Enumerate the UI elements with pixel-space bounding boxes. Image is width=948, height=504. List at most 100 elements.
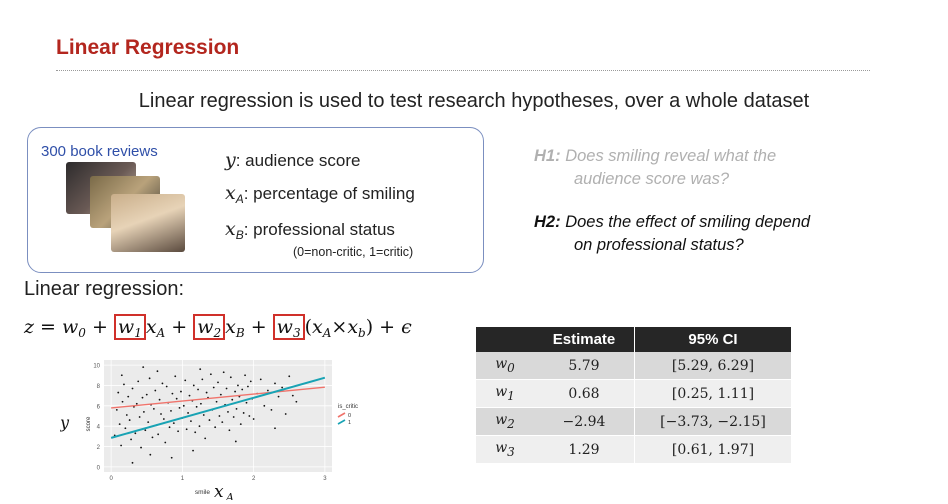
data-point [184,379,187,382]
data-point [221,421,224,424]
eq-xa-sub: A [322,326,332,340]
eq-w0: w [62,316,79,338]
data-point [134,432,137,435]
data-point [274,382,276,385]
title-divider [56,70,870,71]
x-tick-label: 2 [252,476,256,482]
eq-epsilon: ϵ [401,316,412,338]
legend-swatch [337,412,346,418]
data-point [204,437,207,440]
data-point [177,430,179,433]
data-point [142,366,145,369]
variable-symbol: x [225,182,236,204]
variable-symbol: y [225,149,236,171]
data-point [164,441,167,444]
highlight-w2-box: w2 [193,314,226,340]
table-header-row: Estimate 95% CI [476,327,791,352]
data-point [157,433,160,436]
data-point [168,426,171,429]
variable-xb-definition: xB: professional status [225,218,395,242]
data-point [187,412,189,414]
regression-line-0 [111,386,325,409]
data-point [228,429,231,432]
data-point [178,406,181,409]
hypothesis-tag: H2: [534,213,561,231]
eq-xa-sub: A [156,326,166,340]
data-point [118,423,121,426]
data-point [117,391,120,394]
variable-description: : percentage of smiling [243,184,415,203]
x-axis-label: smile [195,489,211,496]
data-point [235,407,238,410]
data-point [175,397,178,400]
data-point [229,376,232,379]
table-row: w0 5.79 [5.29, 6.29] [476,352,791,380]
data-point [143,411,145,413]
data-point [277,395,280,398]
data-point [140,446,142,449]
slide-title: Linear Regression [56,36,240,59]
data-point [171,392,174,395]
data-point [245,401,248,404]
data-point [115,408,118,411]
eq-w2-sub: 2 [213,326,222,340]
eq-xa: x [145,316,157,338]
data-point [259,378,262,381]
plot-panel [104,360,332,472]
eq-close-paren: ) [365,316,374,338]
data-point [162,418,165,420]
data-point [149,453,152,456]
data-point [202,414,205,416]
x-tick-label: 0 [109,476,113,482]
data-point [131,387,134,390]
table-row: w3 1.29 [0.61, 1.97] [476,435,791,464]
data-point [232,416,235,418]
data-point [127,395,130,398]
dataset-label: 300 book reviews [41,143,158,160]
data-point [128,419,131,421]
eq-xb-sub: b [358,326,366,340]
data-point [242,412,245,414]
data-point [222,371,225,374]
data-point [225,387,228,390]
data-point [158,398,161,401]
eq-w3-sub: 3 [292,326,301,340]
eq-plus: + [165,316,194,338]
y-tick-label: 2 [97,445,101,451]
y-axis-label: score [86,416,92,431]
y-tick-label: 0 [97,465,101,471]
x-tick-label: 1 [181,476,185,482]
data-point [227,411,229,413]
table-header-estimate: Estimate [534,327,635,352]
highlight-w1-box: w1 [113,314,146,340]
data-point [154,389,157,392]
data-point [124,427,127,430]
param-cell: w3 [476,435,534,464]
regression-line-1 [110,376,326,439]
eq-xb: x [225,316,236,338]
data-point [194,431,197,434]
eq-lhs: z [24,316,35,338]
data-point [201,378,204,381]
y-axis-symbol: y [60,413,70,432]
data-point [281,386,284,389]
data-point [174,375,177,378]
data-point [138,416,141,418]
y-tick-label: 10 [93,364,100,370]
data-point [218,415,221,417]
data-point [123,383,125,386]
variable-y-definition: y: audience score [225,149,360,171]
data-point [145,393,148,396]
data-point [152,407,155,410]
data-point [135,402,138,405]
data-point [217,381,219,384]
hypothesis-tag: H1: [534,147,561,165]
data-point [249,380,252,383]
legend-entry: 1 [348,420,351,426]
data-point [160,413,162,415]
regression-equation: z = w0 + w1 xA + w2 xB + w3 (xA×xb) + ϵ [24,314,412,340]
hypothesis-text-continued: on professional status? [574,236,744,254]
data-point [185,428,188,431]
x-tick-label: 3 [323,476,327,482]
coefficient-table: Estimate 95% CI w0 5.79 [5.29, 6.29] w1 … [476,327,791,464]
